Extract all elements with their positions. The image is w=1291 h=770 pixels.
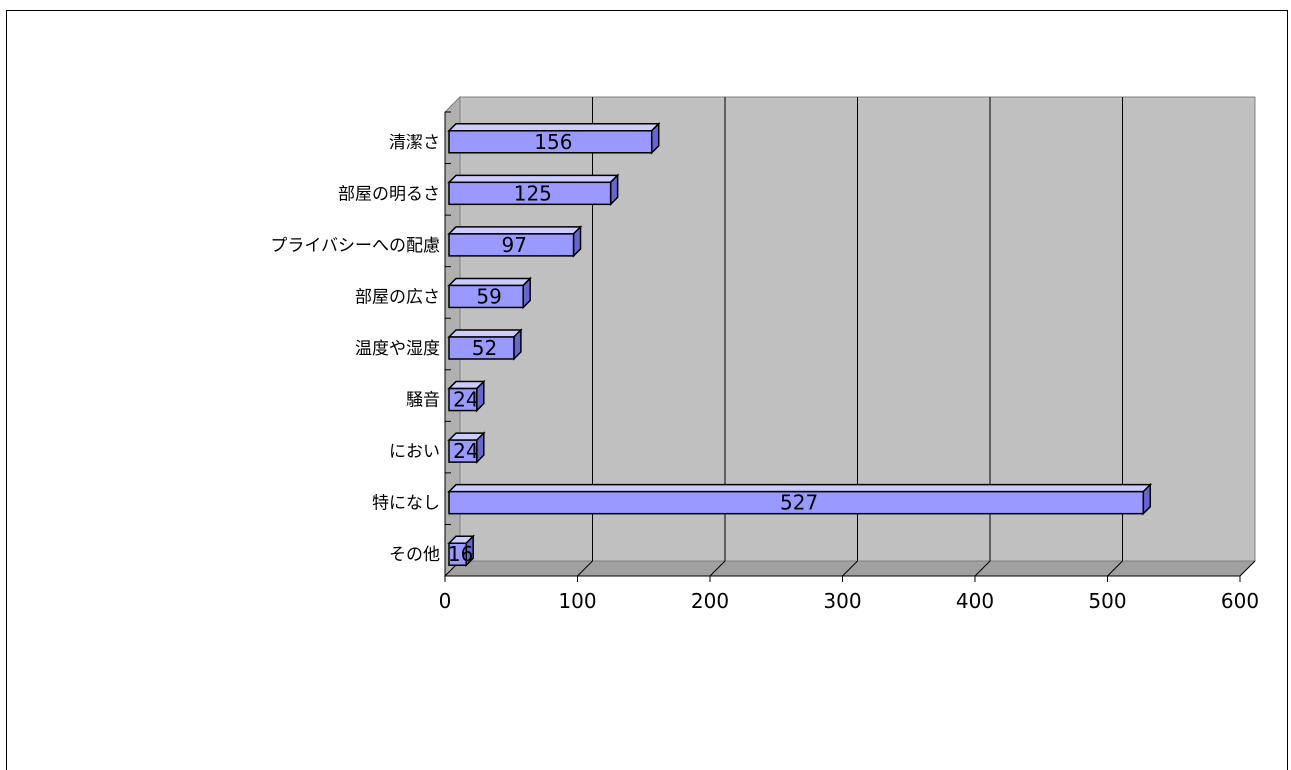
bar bbox=[448, 336, 515, 360]
category-label: プライバシーへの配慮 bbox=[270, 236, 440, 256]
data-label: 156 bbox=[534, 130, 572, 154]
floor-gridline bbox=[577, 560, 593, 577]
data-label: 16 bbox=[448, 542, 473, 566]
x-tick-labels: 0 100 200 300 400 500 600 bbox=[439, 589, 1259, 613]
bar bbox=[448, 439, 478, 463]
bar bbox=[448, 542, 467, 566]
x-tick-label: 200 bbox=[691, 589, 729, 613]
data-label: 52 bbox=[472, 336, 497, 360]
bar bbox=[448, 233, 575, 257]
x-tick-label: 600 bbox=[1221, 589, 1259, 613]
bar bbox=[448, 490, 1145, 515]
floor-gridline bbox=[1239, 560, 1256, 577]
floor-gridline bbox=[1107, 560, 1123, 577]
bar bbox=[448, 130, 653, 154]
data-label: 24 bbox=[453, 439, 478, 463]
category-labels: 清潔さ部屋の明るさプライバシーへの配慮部屋の広さ温度や湿度騒音におい特になしその… bbox=[270, 133, 440, 565]
category-label: 特になし bbox=[372, 494, 440, 514]
floor-gridline bbox=[974, 560, 991, 577]
bar bbox=[448, 181, 612, 206]
category-label: におい bbox=[389, 442, 440, 462]
floor-gridline bbox=[842, 560, 858, 577]
category-label: その他 bbox=[389, 545, 440, 565]
category-label: 騒音 bbox=[406, 391, 440, 411]
chart-frame bbox=[6, 10, 1288, 770]
data-label: 527 bbox=[780, 491, 818, 515]
data-label: 125 bbox=[514, 181, 552, 205]
x-tick-label: 0 bbox=[439, 589, 452, 613]
floor-gridline bbox=[709, 560, 726, 577]
category-label: 温度や湿度 bbox=[355, 339, 440, 359]
data-label: 59 bbox=[476, 284, 501, 308]
category-label: 清潔さ bbox=[389, 133, 440, 153]
bar bbox=[448, 284, 524, 309]
x-tick-label: 100 bbox=[558, 589, 596, 613]
x-tick-label: 500 bbox=[1088, 589, 1126, 613]
data-label: 24 bbox=[453, 388, 478, 412]
x-tick-label: 300 bbox=[823, 589, 861, 613]
category-label: 部屋の明るさ bbox=[338, 184, 440, 204]
x-tick-label: 400 bbox=[956, 589, 994, 613]
bar bbox=[448, 387, 478, 412]
bars: 156 125 97 59 52 24 24 527 16 bbox=[447, 121, 1153, 568]
category-label: 部屋の広さ bbox=[355, 287, 440, 307]
data-label: 97 bbox=[502, 233, 527, 257]
